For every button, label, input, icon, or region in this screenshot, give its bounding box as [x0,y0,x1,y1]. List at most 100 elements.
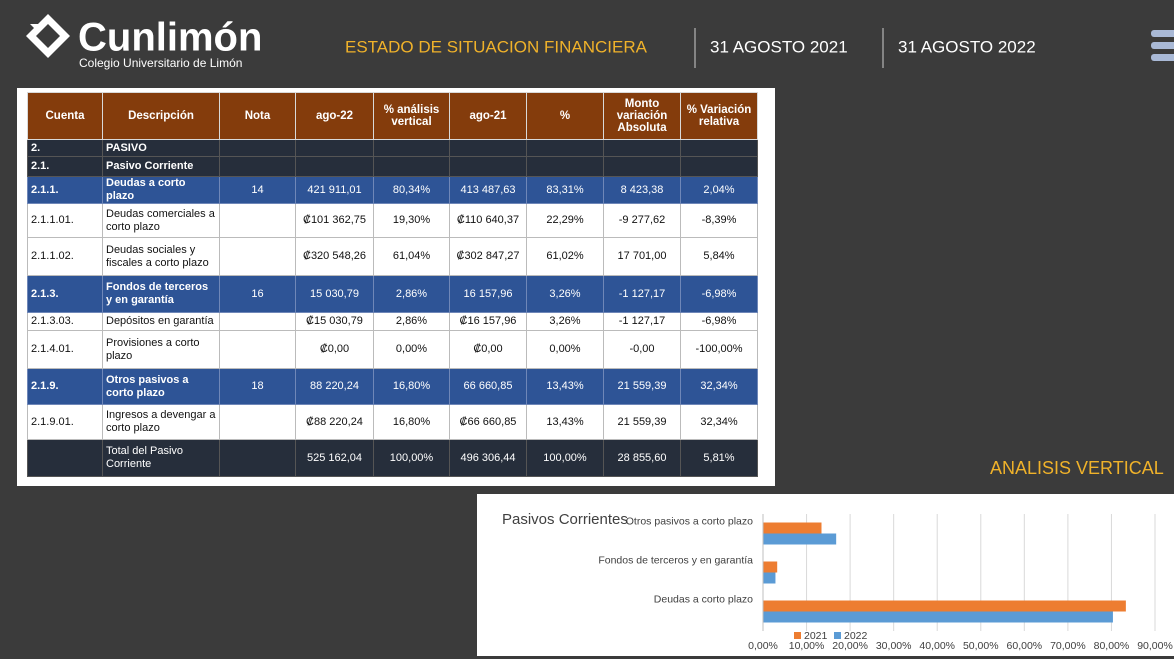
bar [763,522,822,534]
date: 31 AGOSTO 2022 [898,37,1036,56]
table-cell [27,439,103,477]
x-tick-label: 30,00% [876,640,912,652]
x-tick-label: 70,00% [1050,640,1086,652]
table-cell: 80,34% [373,176,450,204]
table-cell: 13,43% [526,404,604,440]
bar [763,600,1126,612]
table-row: Total del Pasivo Corriente 525 162,04 100,… [27,439,758,477]
date: 31 AGOSTO 2021 [710,37,848,56]
x-tick-label: 40,00% [919,640,955,652]
y-tick-label: Otros pasivos a corto plazo [626,515,753,527]
table-cell: -9 277,62 [603,203,681,238]
column-header: Descripción [102,92,220,140]
x-tick-label: 60,00% [1007,640,1043,652]
table-cell: 28 855,60 [603,439,681,477]
legend-swatch [834,632,841,639]
header: Cunlimón Colegio Universitario de Limón … [26,14,1174,70]
table-cell [219,439,296,477]
table-cell: 17 701,00 [603,237,681,276]
table-cell: 14 [219,176,296,204]
table-cell: 16,80% [373,404,450,440]
x-tick-label: 0,00% [748,640,778,652]
table-cell: 2,86% [373,275,450,313]
table-cell: 2.1.1. [27,176,103,204]
chart-title: Pasivos Corrientes [502,511,628,528]
table-cell: 2.1.1.01. [27,203,103,238]
table-cell [219,203,296,238]
table-cell: -8,39% [680,203,758,238]
table-cell: 66 660,85 [449,368,527,405]
table-row: 2.1.3. Fondos de terceros y en garantía 16… [27,275,758,313]
menu-icon[interactable] [1151,30,1174,61]
table-row: 2.1.1.01. Deudas comerciales a corto plaz… [27,203,758,238]
table-cell: ₡101 362,75 [295,203,374,238]
column-header: % [526,92,604,140]
table-cell: 2.1.1.02. [27,237,103,276]
x-tick-label: 20,00% [832,640,868,652]
table-cell: 13,43% [526,368,604,405]
bar [763,611,1113,623]
table-cell: Pasivo Corriente [102,156,220,177]
table-row: 2.1.3.03. Depósitos en garantía ₡15 030,79… [27,312,758,331]
column-header: % Variación relativa [680,92,758,140]
table-cell: PASIVO [102,139,220,157]
table-cell: Total del Pasivo Corriente [102,439,220,477]
table-cell: -1 127,17 [603,312,681,331]
table-cell: 32,34% [680,404,758,440]
header-row: Cuenta Descripción Nota ago-22% análisis ve… [27,92,758,140]
table-cell: 2.1.3. [27,275,103,313]
table-cell: 0,00% [373,330,450,369]
table-cell [680,156,758,177]
table-cell [295,156,374,177]
table-cell: -0,00 [603,330,681,369]
x-tick-label: 10,00% [789,640,825,652]
table-cell: 21 559,39 [603,404,681,440]
table-cell: 61,04% [373,237,450,276]
table-cell: ₡16 157,96 [449,312,527,331]
table-cell: ₡110 640,37 [449,203,527,238]
table-cell: -1 127,17 [603,275,681,313]
column-header: Cuenta [27,92,103,140]
table-cell: Ingresos a devengar a corto plazo [102,404,220,440]
table-cell: 2,04% [680,176,758,204]
table-cell: 2. [27,139,103,157]
table-cell: 16 [219,275,296,313]
chart-background [477,494,1174,656]
table-cell: 496 306,44 [449,439,527,477]
table-cell: Deudas sociales y fiscales a corto plazo [102,237,220,276]
table-cell: 15 030,79 [295,275,374,313]
table-cell [219,404,296,440]
table-cell: Fondos de terceros y en garantía [102,275,220,313]
table-cell [219,139,296,157]
table-cell: ₡0,00 [449,330,527,369]
table-cell: 2.1.3.03. [27,312,103,331]
table-cell: 18 [219,368,296,405]
table-cell: 421 911,01 [295,176,374,204]
table-row: 2.1.9.01. Ingresos a devengar a corto pla… [27,404,758,440]
bar [763,572,776,584]
table-cell: 5,84% [680,237,758,276]
x-tick-label: 50,00% [963,640,999,652]
chart: Pasivos Corrientes 0,00% 10,00% 20,00% 30,0… [477,494,1174,656]
financial-table: Cuenta Descripción Nota ago-22% análisis ve… [27,92,758,477]
table-cell [219,312,296,331]
column-header: Monto variación Absoluta [603,92,681,140]
logo-subtitle: Colegio Universitario de Limón [79,56,242,70]
column-header: Nota [219,92,296,140]
table-cell: 2,86% [373,312,450,331]
table-cell [680,139,758,157]
table-cell [219,156,296,177]
column-header: ago-22 [295,92,374,140]
table-cell: 5,81% [680,439,758,477]
table-cell [449,139,527,157]
table-cell: Deudas comerciales a corto plazo [102,203,220,238]
table-cell: 100,00% [373,439,450,477]
table-row: 2.1.9. Otros pasivos a corto plazo 18 88 22… [27,368,758,405]
column-header: ago-21 [449,92,527,140]
table-cell: ₡320 548,26 [295,237,374,276]
table-cell: Provisiones a corto plazo [102,330,220,369]
table-cell: 8 423,38 [603,176,681,204]
table-cell: 2.1.9. [27,368,103,405]
y-tick-label: Fondos de terceros y en garantía [598,554,753,566]
